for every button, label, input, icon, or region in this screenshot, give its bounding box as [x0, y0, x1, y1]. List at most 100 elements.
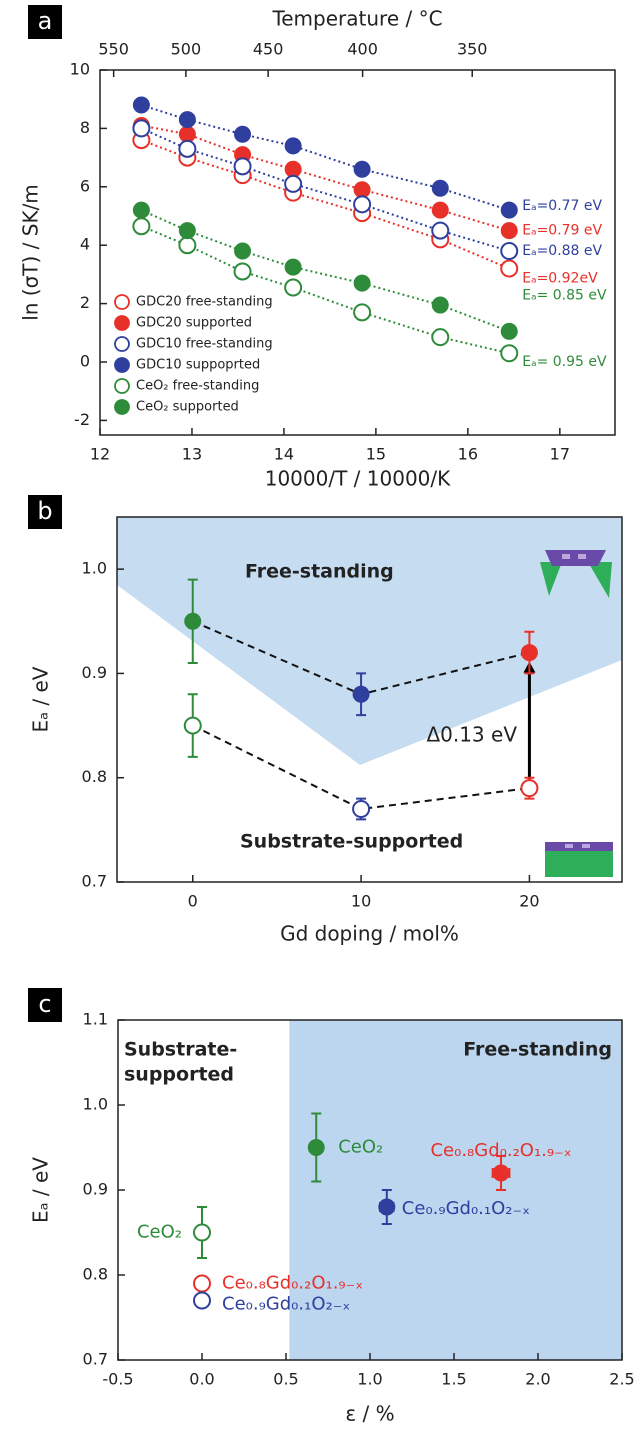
y-tick-label: 10	[70, 60, 90, 79]
data-point	[352, 685, 370, 703]
data-point	[520, 779, 539, 798]
data-point	[132, 119, 151, 138]
y-tick-label: 4	[80, 235, 90, 254]
x-axis-label: ε / %	[345, 1402, 394, 1426]
data-point	[193, 1274, 211, 1293]
x-axis-label: 10000/T / 10000/K	[265, 467, 451, 491]
data-point	[353, 274, 371, 292]
legend-marker	[114, 378, 130, 394]
panel-letter-box	[28, 988, 62, 1022]
point-label: Ce₀.₈Gd₀.₂O₁.₉₋ₓ	[430, 1140, 571, 1161]
film-icon-supported	[545, 842, 613, 877]
y-tick-label: -2	[74, 410, 90, 429]
panel-letter: c	[38, 990, 51, 1018]
plot-frame	[99, 69, 616, 436]
y-tick-label: 6	[80, 176, 90, 195]
data-point	[132, 96, 150, 114]
series-label: Eₐ= 0.95 eV	[522, 354, 607, 370]
data-point	[353, 160, 371, 178]
film-icon-free	[540, 550, 612, 598]
legend-label: GDC20 free-standing	[136, 295, 273, 310]
x-tick-label: 0.5	[273, 1370, 298, 1389]
y-tick-label: 0.7	[82, 872, 107, 891]
connector-line	[192, 724, 530, 811]
point-label: CeO₂	[137, 1222, 182, 1243]
data-point	[431, 328, 450, 347]
data-point	[431, 221, 450, 240]
y-tick-label: 0.7	[83, 1350, 108, 1369]
x-tick-label: 2.0	[525, 1370, 550, 1389]
y-tick-label: 0.9	[82, 663, 107, 682]
x2-tick-label: 350	[457, 40, 488, 59]
y-tick-label: 1.1	[83, 1010, 108, 1029]
annotation: Free-standing	[463, 1039, 612, 1061]
data-point	[178, 111, 196, 129]
panel-letter: b	[37, 497, 52, 525]
fit-line	[140, 127, 510, 252]
data-point	[233, 262, 252, 281]
data-point	[234, 125, 252, 143]
data-point	[352, 800, 371, 818]
data-point	[193, 1291, 211, 1310]
data-point	[500, 222, 518, 240]
y-axis-label: ln (σT) / SK/m	[19, 184, 43, 321]
legend-marker	[114, 294, 130, 310]
y-tick-label: 1.0	[82, 559, 107, 578]
x2-tick-label: 450	[253, 40, 284, 59]
x-tick-label: 1.0	[357, 1370, 382, 1389]
series-label: Eₐ=0.77 eV	[522, 198, 602, 214]
data-point	[500, 322, 518, 340]
annotation: Δ0.13 eV	[426, 723, 517, 747]
series-label: Eₐ=0.92eV	[522, 271, 598, 287]
data-point	[307, 1139, 325, 1156]
series-label: Eₐ=0.88 eV	[522, 243, 602, 259]
x-tick-label: 12	[90, 445, 110, 464]
fit-line	[141, 139, 510, 270]
x-tick-label: 2.5	[609, 1370, 634, 1389]
annotation: supported	[124, 1064, 234, 1086]
y-tick-label: 2	[80, 293, 90, 312]
legend-marker	[114, 336, 130, 352]
y-axis-label: Eₐ / eV	[29, 1157, 53, 1223]
legend-label: GDC20 supported	[136, 316, 252, 331]
y-tick-label: 0.8	[82, 767, 107, 786]
panel-letter: a	[38, 7, 53, 35]
data-point	[431, 296, 449, 314]
data-point	[132, 201, 150, 219]
legend-marker	[114, 315, 130, 331]
x2-axis-label: Temperature / °C	[271, 7, 442, 31]
legend-label: CeO₂ supported	[136, 400, 239, 415]
data-point	[353, 195, 372, 214]
shaded-region	[289, 1020, 622, 1360]
data-point	[193, 1223, 211, 1242]
data-point	[184, 612, 202, 630]
y-axis-label: Eₐ / eV	[29, 666, 53, 732]
x-tick-label: 14	[274, 445, 294, 464]
fit-line	[141, 124, 510, 232]
x-tick-label: 1.5	[441, 1370, 466, 1389]
legend-marker	[114, 357, 130, 373]
y-tick-label: 0.8	[83, 1265, 108, 1284]
data-point	[183, 716, 202, 735]
point-label: CeO₂	[338, 1137, 383, 1158]
x-tick-label: 15	[366, 445, 386, 464]
legend-label: CeO₂ free-standing	[136, 379, 259, 394]
point-label: Ce₀.₈Gd₀.₂O₁.₉₋ₓ	[222, 1273, 363, 1294]
data-point	[284, 137, 302, 155]
series-label: Eₐ= 0.85 eV	[522, 287, 607, 303]
data-point	[431, 201, 449, 219]
x-tick-label: 0.0	[189, 1370, 214, 1389]
x-tick-label: -0.5	[102, 1370, 133, 1389]
x2-tick-label: 500	[171, 40, 202, 59]
point-label: Ce₀.₉Gd₀.₁O₂₋ₓ	[222, 1294, 350, 1315]
data-point	[234, 242, 252, 260]
shaded-region	[117, 517, 622, 765]
x-tick-label: 13	[182, 445, 202, 464]
annotation: Substrate-	[124, 1039, 237, 1061]
data-point	[284, 174, 303, 193]
x-tick-label: 17	[550, 445, 570, 464]
y-tick-label: 8	[80, 118, 90, 137]
legend-marker	[114, 399, 130, 415]
